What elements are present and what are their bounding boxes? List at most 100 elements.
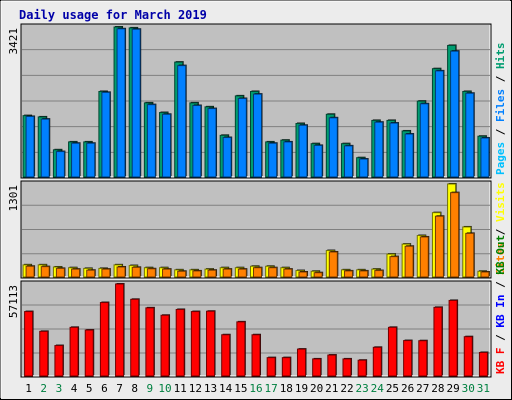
bar-files — [480, 137, 490, 178]
legend-item: Visits — [494, 182, 507, 222]
bar-kb-f — [115, 283, 125, 377]
bar-sites — [25, 265, 35, 278]
bar-sites — [237, 268, 247, 278]
bar-sites — [268, 267, 278, 278]
bar-files — [328, 117, 338, 178]
bar-files — [465, 92, 475, 178]
bar-files — [71, 142, 81, 178]
panel-hits: 3421 Pages / Files / Hits — [7, 23, 507, 179]
legend-item: Hits — [494, 43, 507, 70]
bar-sites — [374, 270, 384, 278]
x-tick-label: 2 — [40, 382, 47, 395]
bar-sites — [298, 271, 308, 278]
x-tick-label: 19 — [295, 382, 308, 395]
bar-sites — [40, 266, 50, 278]
bar-sites — [162, 268, 172, 278]
bar-sites — [71, 268, 81, 278]
x-tick-label: 11 — [174, 382, 187, 395]
legend-item: Pages — [494, 142, 507, 175]
bar-sites — [313, 272, 323, 278]
bar-sites — [343, 270, 353, 278]
bar-kb-f — [387, 326, 397, 377]
x-tick-label: 1 — [25, 382, 32, 395]
bar-sites — [480, 271, 490, 278]
bar-kb-f — [266, 357, 276, 377]
bar-sites — [222, 268, 232, 278]
x-tick-label: 15 — [234, 382, 247, 395]
x-tick-label: 30 — [462, 382, 475, 395]
bar-kb-f — [463, 336, 473, 377]
legend-item: Sites — [494, 242, 507, 275]
x-axis-labels: 1 2 3 4 5 6 7 8 9 10 11 12 13 14 15 16 17 18 19 20 21 22 23 24 2… — [25, 382, 490, 395]
bar-files — [86, 142, 96, 178]
bar-kb-f — [39, 330, 49, 377]
bar-kb-f — [403, 340, 413, 377]
bar-sites — [328, 251, 338, 278]
y-max-label: 1301 — [7, 185, 20, 212]
x-tick-label: 29 — [446, 382, 459, 395]
bar-files — [419, 103, 429, 178]
x-tick-label: 12 — [189, 382, 202, 395]
bar-files — [192, 105, 202, 178]
bar-kb-f — [357, 359, 367, 377]
bar-files — [101, 91, 111, 178]
legend-kbytes: KB F / KB In / KB Out — [494, 235, 507, 374]
bar-sites — [253, 267, 262, 278]
x-tick-label: 14 — [219, 382, 233, 395]
bar-kb-f — [296, 348, 306, 377]
legend-visits: Sites / Visits — [494, 182, 507, 275]
bar-files — [434, 70, 444, 178]
bar-kb-f — [69, 326, 79, 377]
legend-item: KB Out — [494, 235, 507, 275]
legend-hits: Pages / Files / Hits — [494, 43, 507, 176]
bar-files — [313, 144, 323, 178]
bar-kb-f — [221, 334, 231, 377]
x-tick-label: 5 — [86, 382, 93, 395]
panel-kbytes: 57113 KB F / KB In / KB Out — [7, 235, 507, 378]
bar-kb-f — [206, 310, 216, 377]
x-tick-label: 25 — [386, 382, 399, 395]
bar-sites — [389, 256, 399, 278]
bar-sites — [55, 267, 65, 278]
bar-files — [116, 28, 126, 178]
x-tick-label: 28 — [431, 382, 444, 395]
x-tick-label: 4 — [71, 382, 78, 395]
x-tick-label: 16 — [249, 382, 262, 395]
bar-files — [222, 137, 232, 178]
bar-kb-f — [130, 298, 140, 377]
bar-files — [162, 113, 172, 178]
bar-sites — [192, 270, 202, 278]
x-tick-label: 21 — [325, 382, 338, 395]
bar-sites — [283, 268, 293, 278]
x-tick-label: 24 — [371, 382, 385, 395]
bar-files — [25, 115, 35, 178]
bar-sites — [465, 232, 475, 278]
x-tick-label: 22 — [340, 382, 353, 395]
bar-files — [237, 98, 247, 178]
bar-sites — [101, 268, 111, 278]
bar-kb-f — [190, 311, 200, 377]
bar-files — [389, 122, 399, 178]
bar-files — [177, 65, 187, 178]
bar-sites — [116, 266, 126, 278]
bar-files — [374, 121, 384, 178]
bar-kb-f — [372, 346, 382, 377]
x-tick-label: 3 — [56, 382, 63, 395]
bar-files — [298, 124, 308, 178]
bar-sites — [359, 270, 369, 278]
bar-files — [404, 133, 414, 178]
x-tick-label: 26 — [401, 382, 414, 395]
bar-kb-f — [99, 302, 109, 377]
bar-files — [146, 104, 156, 178]
bar-kb-f — [236, 321, 246, 377]
bar-sites — [404, 245, 414, 278]
x-tick-label: 23 — [356, 382, 369, 395]
bar-kb-f — [433, 306, 443, 377]
bar-sites — [450, 192, 460, 278]
legend-item: Files — [494, 89, 507, 122]
bar-kb-f — [327, 354, 337, 377]
x-tick-label: 7 — [116, 382, 123, 395]
x-tick-label: 10 — [158, 382, 171, 395]
x-tick-label: 8 — [131, 382, 138, 395]
